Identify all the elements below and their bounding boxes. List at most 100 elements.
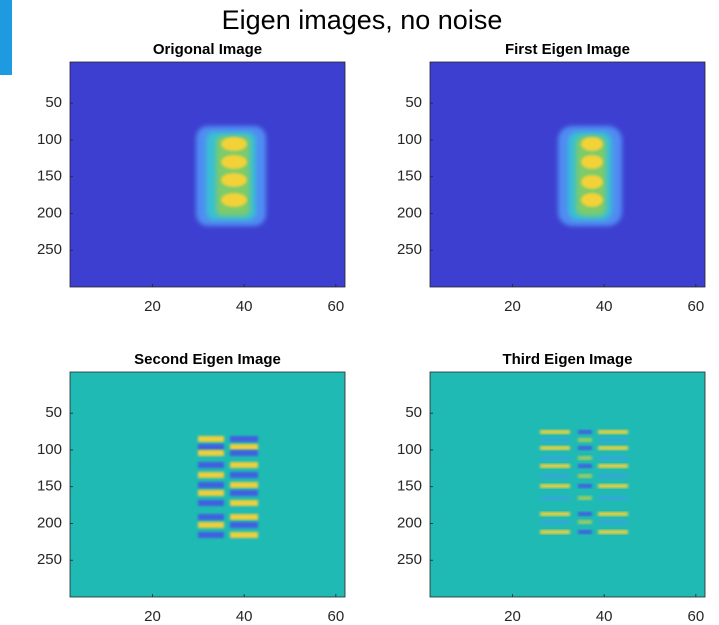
x-tick-label: 60 (687, 298, 704, 315)
image-stripe (598, 430, 628, 434)
image-stripe (578, 512, 592, 516)
y-tick-label: 50 (45, 94, 62, 111)
subplot: First Eigen Image20406050100150200250 (397, 41, 705, 315)
image-stripe (540, 474, 570, 478)
y-tick-label: 150 (397, 478, 422, 495)
image-stripe (540, 512, 570, 516)
image-stripe (230, 444, 258, 450)
image-stripe (540, 464, 570, 468)
window-accent (0, 0, 12, 75)
image-stripe (578, 474, 592, 478)
subplot-title: Origonal Image (153, 41, 262, 58)
image-stripe (578, 530, 592, 534)
image-stripe (598, 520, 628, 524)
image-stripe (598, 438, 628, 442)
image-blob (221, 173, 247, 187)
image-stripe (230, 500, 258, 506)
y-tick-label: 250 (397, 241, 422, 258)
image-stripe (198, 450, 224, 456)
image-stripe (578, 438, 592, 442)
image-stripe (540, 430, 570, 434)
image-stripe (198, 462, 224, 468)
figure: Eigen images, no noise Origonal Image 20 4… (0, 0, 719, 625)
subplot-title: Third Eigen Image (502, 351, 632, 368)
image-stripe (598, 484, 628, 488)
x-tick-label: 40 (236, 608, 253, 625)
image-stripe (198, 500, 224, 506)
image-stripe (198, 490, 224, 496)
image-stripe (230, 490, 258, 496)
image-stripe (540, 438, 570, 442)
x-tick-label: 40 (596, 608, 613, 625)
image-stripe (578, 464, 592, 468)
image-stripe (230, 472, 258, 478)
image-stripe (578, 456, 592, 460)
subplot: Origonal Image 20 40 60 50 100 150 200 250 (37, 41, 345, 315)
image-stripe (230, 450, 258, 456)
image-stripe (230, 514, 258, 520)
image (430, 372, 705, 597)
image-stripe (598, 456, 628, 460)
y-tick-label: 250 (397, 551, 422, 568)
image-stripe (230, 522, 258, 528)
image-stripe (198, 522, 224, 528)
image-stripe (540, 520, 570, 524)
image-stripe (230, 436, 258, 442)
x-tick-label: 20 (144, 608, 161, 625)
image-blob (221, 193, 247, 207)
image-stripe (598, 446, 628, 450)
image-stripe (578, 520, 592, 524)
image-blob (221, 155, 247, 169)
y-tick-label: 200 (37, 514, 62, 531)
image-stripe (578, 496, 592, 500)
y-tick-label: 100 (37, 131, 62, 148)
image-stripe (198, 472, 224, 478)
figure-title: Eigen images, no noise (222, 5, 503, 35)
image-blob (581, 175, 603, 189)
y-tick-label: 200 (397, 514, 422, 531)
image-stripe (230, 482, 258, 488)
y-tick-label: 200 (37, 204, 62, 221)
image-stripe (598, 474, 628, 478)
image-stripe (230, 462, 258, 468)
y-tick-label: 250 (37, 241, 62, 258)
y-tick-label: 50 (405, 404, 422, 421)
y-tick-label: 100 (37, 441, 62, 458)
image (70, 372, 345, 597)
image-stripe (578, 484, 592, 488)
y-tick-label: 100 (397, 131, 422, 148)
y-tick-label: 150 (37, 478, 62, 495)
image-stripe (598, 530, 628, 534)
y-tick-label: 250 (37, 551, 62, 568)
image-stripe (198, 482, 224, 488)
image-blob (581, 137, 603, 151)
image-stripe (598, 512, 628, 516)
y-tick-label: 50 (45, 404, 62, 421)
image-stripe (540, 484, 570, 488)
image-stripe (540, 530, 570, 534)
subplot-title: First Eigen Image (505, 41, 630, 58)
image-stripe (198, 514, 224, 520)
y-tick-label: 100 (397, 441, 422, 458)
image-stripe (198, 436, 224, 442)
x-tick-label: 20 (504, 608, 521, 625)
image-blob (581, 193, 603, 207)
x-tick-label: 40 (596, 298, 613, 315)
y-tick-label: 200 (397, 204, 422, 221)
image-stripe (578, 446, 592, 450)
x-tick-label: 60 (327, 298, 344, 315)
image-blob (221, 137, 247, 151)
y-tick-label: 150 (397, 168, 422, 185)
image (70, 62, 345, 287)
x-tick-label: 20 (144, 298, 161, 315)
x-tick-label: 60 (327, 608, 344, 625)
x-tick-label: 40 (236, 298, 253, 315)
image-stripe (230, 532, 258, 538)
image-stripe (598, 496, 628, 500)
y-tick-label: 150 (37, 168, 62, 185)
image-stripe (578, 430, 592, 434)
y-tick-label: 50 (405, 94, 422, 111)
image-stripe (198, 444, 224, 450)
